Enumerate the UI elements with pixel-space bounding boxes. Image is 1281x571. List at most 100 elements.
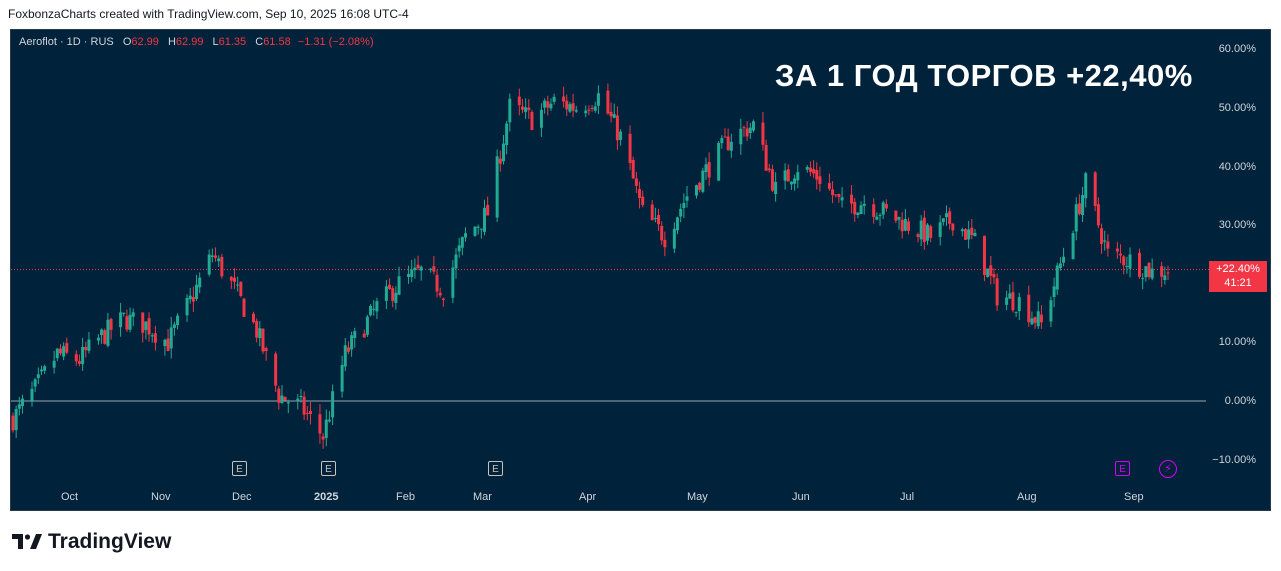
price-chart-svg[interactable] bbox=[11, 30, 1271, 511]
candle bbox=[546, 95, 550, 116]
x-tick-label: Sep bbox=[1124, 491, 1144, 503]
candle-body bbox=[236, 284, 240, 286]
candle-body bbox=[850, 194, 854, 204]
candle-body bbox=[517, 96, 521, 106]
earnings-marker[interactable]: E bbox=[321, 461, 336, 476]
candle bbox=[960, 227, 964, 237]
candle-body bbox=[81, 347, 85, 365]
candle-body bbox=[365, 316, 369, 335]
candle-body bbox=[992, 274, 996, 278]
candle-body bbox=[432, 266, 436, 272]
candle-body bbox=[745, 128, 749, 137]
candle-body bbox=[321, 436, 325, 440]
candle bbox=[783, 163, 787, 190]
candle-body bbox=[261, 328, 265, 352]
candle-body bbox=[305, 413, 309, 415]
candle-body bbox=[698, 182, 702, 190]
candle-body bbox=[593, 106, 597, 111]
tradingview-footer: TradingView bbox=[12, 530, 171, 554]
earnings-marker[interactable]: E bbox=[488, 461, 503, 476]
candle-body bbox=[210, 255, 214, 257]
candle bbox=[856, 211, 860, 219]
candle bbox=[185, 294, 189, 322]
candle-body bbox=[552, 96, 556, 102]
candle-body bbox=[672, 228, 676, 249]
candle bbox=[495, 149, 499, 223]
candle-body bbox=[454, 254, 458, 269]
candle bbox=[188, 288, 192, 304]
candle-body bbox=[1093, 172, 1097, 206]
candle bbox=[1014, 311, 1018, 318]
candle bbox=[1166, 265, 1170, 281]
candle bbox=[593, 101, 597, 113]
candle bbox=[198, 272, 202, 294]
candle-body bbox=[150, 335, 154, 337]
candle-body bbox=[590, 107, 594, 109]
candle-body bbox=[812, 169, 816, 174]
candle-body bbox=[413, 267, 417, 271]
candle bbox=[967, 220, 971, 249]
candle bbox=[457, 237, 461, 258]
candle bbox=[119, 302, 123, 337]
candle-body bbox=[789, 181, 793, 185]
lightning-icon[interactable]: ⚡ bbox=[1159, 460, 1177, 478]
candle-body bbox=[20, 398, 24, 407]
candle bbox=[634, 171, 638, 194]
candle bbox=[574, 105, 578, 113]
candle-body bbox=[520, 106, 524, 110]
candle bbox=[131, 308, 135, 327]
candle-body bbox=[862, 203, 866, 206]
x-tick-label: Oct bbox=[61, 491, 79, 503]
candle bbox=[343, 338, 347, 372]
candle bbox=[1103, 230, 1107, 251]
candle-body bbox=[283, 396, 287, 401]
candle bbox=[365, 314, 369, 338]
candle-body bbox=[720, 138, 724, 144]
candle bbox=[394, 286, 398, 310]
candle bbox=[195, 274, 199, 302]
candle-body bbox=[242, 298, 246, 317]
candle bbox=[416, 255, 420, 271]
candle-body bbox=[1071, 233, 1075, 260]
legend-high-label: H bbox=[167, 36, 176, 48]
candle-body bbox=[1055, 265, 1059, 290]
candle bbox=[907, 217, 911, 235]
candle bbox=[922, 210, 926, 250]
chart-panel[interactable]: Aeroflot · 1D · RUS O62.99 H62.99 L61.35… bbox=[10, 29, 1271, 511]
candle-body bbox=[324, 419, 328, 438]
candle-body bbox=[100, 329, 104, 336]
candle-body bbox=[65, 343, 69, 353]
candle-body bbox=[606, 90, 610, 114]
candle-body bbox=[30, 388, 34, 402]
candle-body bbox=[207, 254, 211, 275]
candle-body bbox=[986, 268, 990, 278]
candle-body bbox=[764, 145, 768, 171]
candle-body bbox=[919, 220, 923, 240]
tradingview-logo-icon bbox=[12, 534, 42, 549]
candle bbox=[39, 365, 43, 375]
candle bbox=[375, 297, 379, 319]
earnings-marker[interactable]: E bbox=[232, 461, 247, 476]
candle-body bbox=[660, 226, 664, 241]
candle bbox=[951, 223, 955, 236]
legend-symbol[interactable]: Aeroflot · 1D · RUS bbox=[19, 36, 114, 48]
legend-high-value: 62.99 bbox=[175, 36, 204, 48]
candle bbox=[973, 229, 977, 237]
y-tick-label: 30.00% bbox=[1218, 219, 1256, 231]
candle bbox=[770, 164, 774, 192]
earnings-marker-upcoming[interactable]: E bbox=[1115, 461, 1130, 476]
candle-body bbox=[1033, 317, 1037, 323]
candle-body bbox=[233, 277, 237, 282]
candle-body bbox=[539, 109, 543, 128]
candle bbox=[720, 135, 724, 149]
candle-body bbox=[1106, 241, 1110, 249]
candle bbox=[1030, 311, 1034, 326]
candle-body bbox=[900, 219, 904, 232]
candle bbox=[1119, 244, 1123, 264]
candle-body bbox=[188, 295, 192, 300]
candle-body bbox=[372, 308, 376, 310]
candle bbox=[65, 337, 69, 355]
candle bbox=[657, 208, 661, 231]
candle-body bbox=[239, 281, 243, 296]
candle bbox=[438, 287, 442, 298]
